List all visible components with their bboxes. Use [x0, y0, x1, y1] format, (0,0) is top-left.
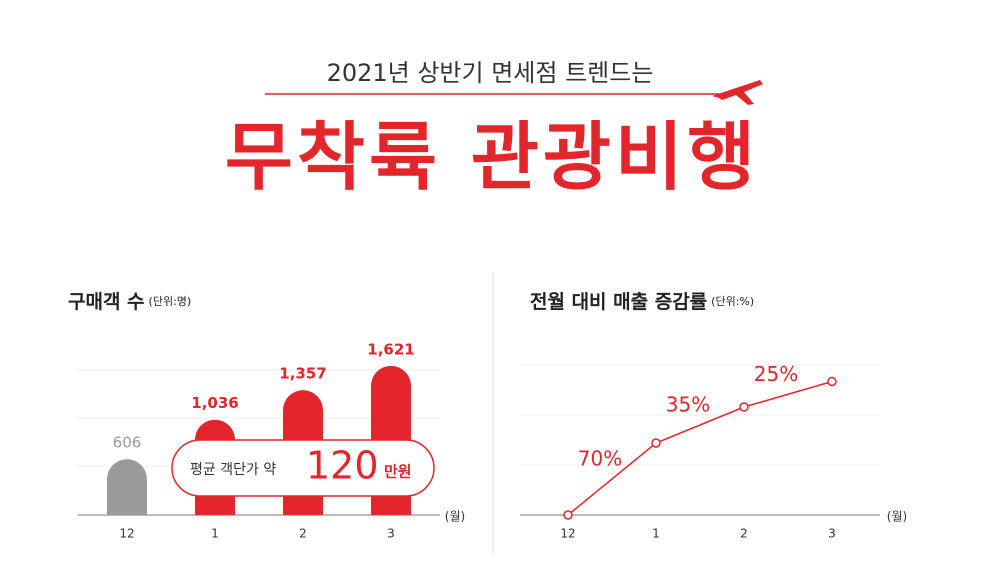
chart-title: 전월 대비 매출 증감률 (단위:%) — [530, 291, 754, 313]
point — [739, 402, 749, 412]
point — [651, 438, 661, 448]
point — [827, 376, 837, 387]
bar — [107, 459, 147, 515]
callout-text: 평균 객단가 약 — [190, 462, 276, 478]
value-label: 606 — [113, 434, 142, 452]
subtitle: 2021년 상반기 면세점 트렌드는 — [327, 59, 654, 87]
x-tick-label: 12 — [119, 527, 134, 541]
value-label: 1,036 — [191, 394, 238, 412]
point — [563, 510, 573, 520]
x-tick-label: 12 — [560, 527, 575, 541]
growth-label: 35% — [666, 393, 710, 417]
callout-unit: 만원 — [384, 463, 412, 481]
growth-label: 70% — [578, 447, 622, 471]
x-tick-label: 1 — [211, 527, 219, 541]
chart-unit: (단위:%) — [711, 295, 754, 308]
value-label: 1,621 — [367, 340, 414, 358]
x-tick-label: 3 — [387, 527, 395, 541]
x-tick-label: 2 — [740, 527, 748, 541]
x-axis-label: (월) — [887, 510, 907, 524]
headline: 무착륙 관광비행 — [225, 115, 759, 201]
airplane-icon — [712, 80, 763, 105]
line — [567, 380, 833, 516]
chart-title: 구매객 수 (단위:명) — [68, 291, 191, 313]
callout — [171, 439, 435, 497]
x-axis-label: (월) — [445, 510, 465, 524]
value-label: 1,357 — [279, 365, 326, 383]
x-tick-label: 2 — [299, 527, 307, 541]
chart-unit: (단위:명) — [149, 295, 192, 308]
callout-value: 120 — [306, 444, 379, 488]
growth-label: 25% — [754, 362, 798, 386]
x-tick-label: 3 — [828, 527, 836, 541]
chart-title-text: 구매객 수 — [68, 291, 145, 313]
x-tick-label: 1 — [652, 527, 660, 541]
chart-title-text: 전월 대비 매출 증감률 — [530, 291, 707, 313]
